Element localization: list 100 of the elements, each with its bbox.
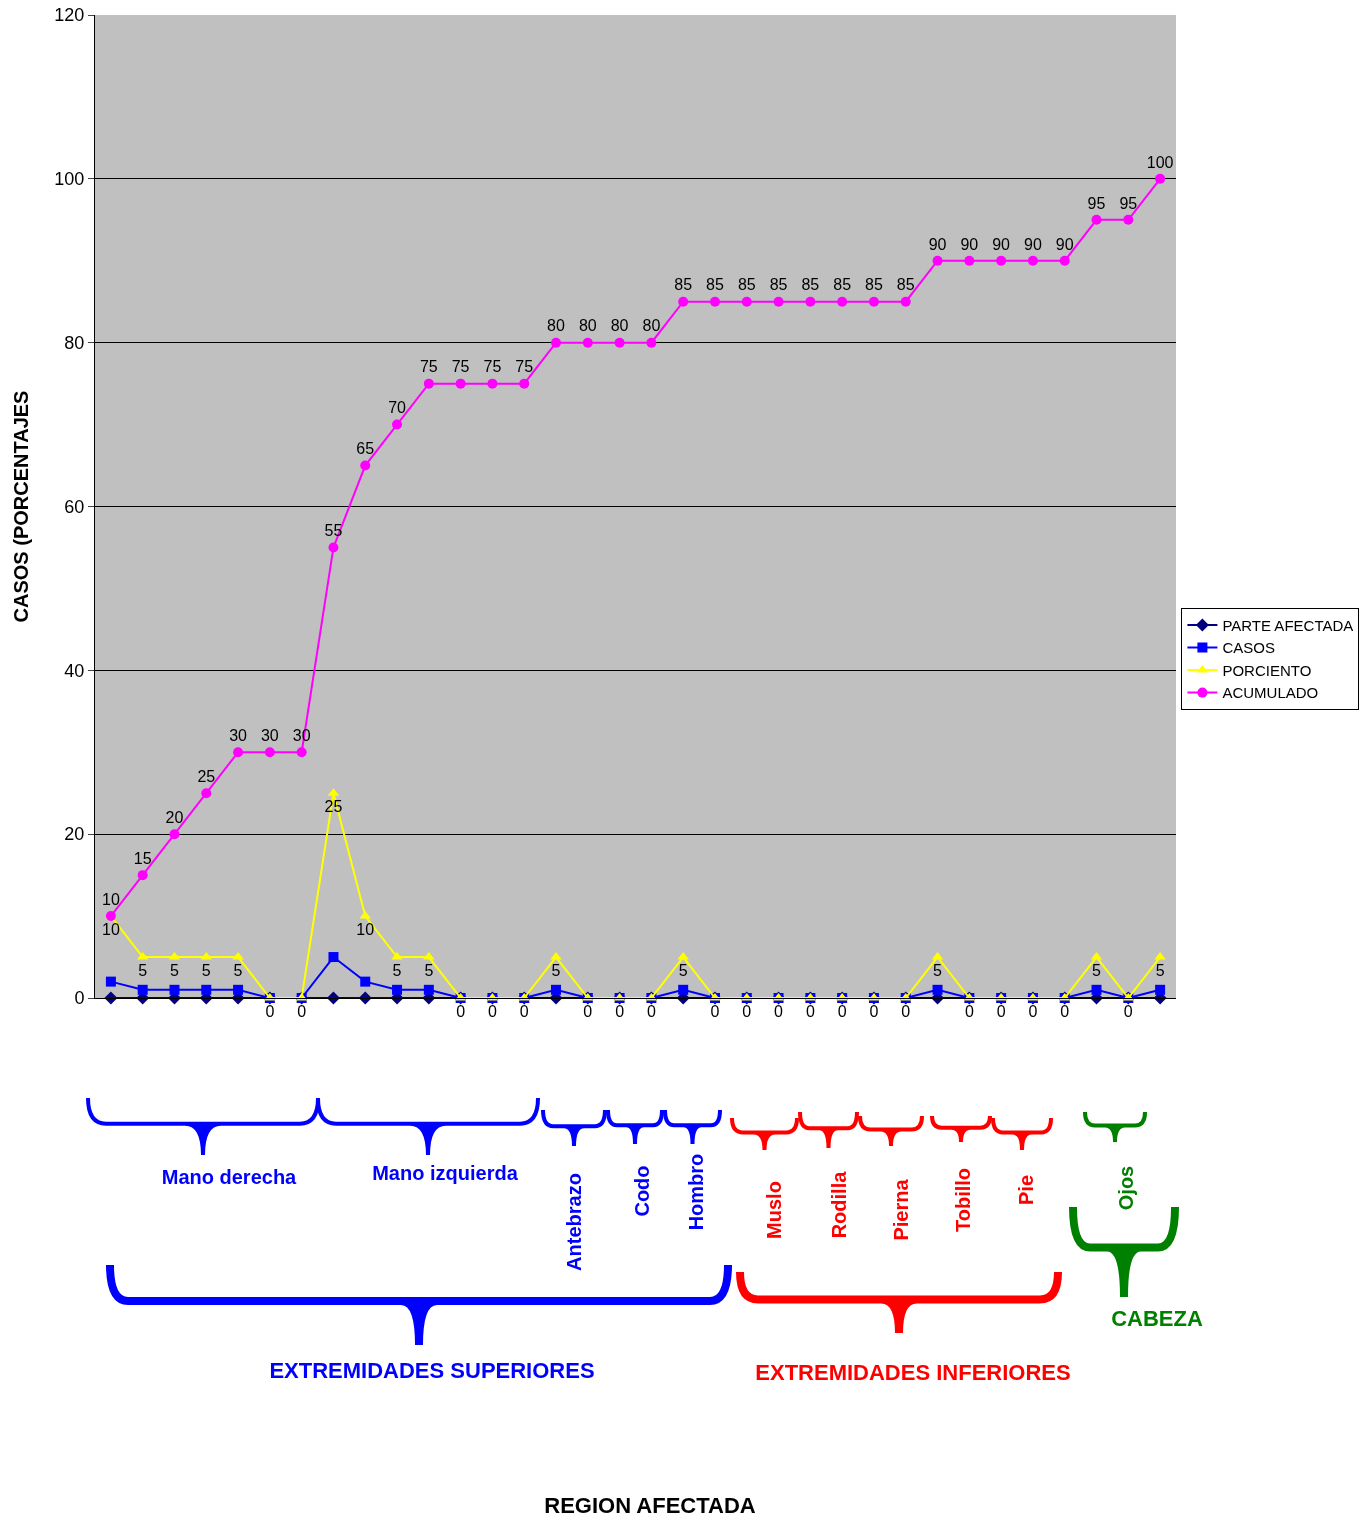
point	[932, 255, 943, 266]
legend-label: PARTE AFECTADA	[1222, 616, 1354, 634]
data-label: 90	[1024, 235, 1042, 253]
data-label: 0	[646, 1003, 656, 1021]
text: Pierna	[890, 1178, 912, 1241]
data-label: 0	[1028, 1003, 1038, 1021]
text: Mano derecha	[161, 1166, 298, 1188]
point	[1059, 255, 1070, 266]
data-label: 90	[960, 235, 979, 253]
point	[233, 747, 244, 758]
point	[1123, 214, 1134, 225]
text: Tobillo	[952, 1167, 974, 1233]
point	[646, 337, 657, 348]
data-label: 85	[833, 276, 852, 294]
data-label: 5	[138, 962, 148, 980]
y-tick-label: 20	[64, 824, 85, 845]
point	[201, 788, 212, 799]
data-label: 0	[297, 1003, 307, 1021]
data-label: 75	[451, 358, 470, 376]
data-label: 0	[805, 1003, 815, 1021]
text: EXTREMIDADES INFERIORES	[755, 1360, 1071, 1385]
text: REGION AFECTADA	[544, 1493, 756, 1518]
data-label: 25	[197, 767, 216, 785]
data-label: 85	[674, 276, 693, 294]
point	[423, 984, 434, 995]
point	[296, 747, 307, 758]
point	[1155, 173, 1166, 184]
point	[233, 984, 244, 995]
data-label: 0	[710, 1003, 720, 1021]
data-label: 5	[392, 962, 402, 980]
text: Mano izquierda	[372, 1162, 519, 1184]
data-label: 0	[774, 1003, 784, 1021]
data-label: 5	[201, 962, 211, 980]
point	[551, 984, 562, 995]
y-tick-label: 40	[64, 660, 85, 681]
data-label: 0	[265, 1003, 275, 1021]
text: Hombro	[685, 1153, 707, 1231]
data-label: 0	[1060, 1003, 1070, 1021]
point	[678, 984, 689, 995]
legend-label: ACUMULADO	[1222, 684, 1319, 702]
data-label: 90	[992, 235, 1011, 253]
data-label: 30	[229, 727, 248, 744]
point	[169, 984, 180, 995]
point	[392, 419, 403, 430]
data-label: 10	[102, 921, 120, 939]
point	[582, 337, 593, 348]
point	[455, 378, 466, 389]
data-label: 5	[1155, 962, 1165, 980]
point	[805, 296, 816, 307]
text: Codo	[631, 1165, 653, 1217]
data-label: 0	[742, 1003, 752, 1021]
data-label: 5	[170, 962, 180, 980]
text: Antebrazo	[563, 1173, 585, 1271]
point	[360, 976, 371, 987]
data-label: 85	[706, 276, 724, 294]
y-tick-label: 100	[54, 169, 85, 190]
point	[932, 984, 943, 995]
point	[1027, 255, 1038, 266]
point	[137, 984, 148, 995]
data-label: 5	[678, 962, 688, 980]
data-label: 85	[769, 276, 788, 294]
data-label: 85	[865, 276, 883, 294]
y-tick-label: 80	[64, 332, 85, 353]
data-label: 80	[578, 317, 597, 335]
point	[1091, 984, 1102, 995]
point	[519, 378, 530, 389]
data-label: 80	[642, 317, 661, 335]
data-label: 5	[233, 962, 243, 980]
text: Ojos	[1115, 1165, 1137, 1211]
data-label: 0	[456, 1003, 466, 1021]
data-label: 10	[356, 921, 375, 939]
data-label: 70	[388, 399, 407, 417]
point	[964, 255, 975, 266]
legend-label: CASOS	[1222, 639, 1275, 657]
text: CABEZA	[1111, 1306, 1203, 1331]
point	[105, 976, 116, 987]
data-label: 0	[837, 1003, 847, 1021]
point	[264, 747, 275, 758]
data-label: 90	[928, 235, 947, 253]
text: Rodilla	[828, 1170, 850, 1239]
point	[837, 296, 848, 307]
y-tick-label: 60	[64, 496, 85, 517]
text: EXTREMIDADES SUPERIORES	[269, 1358, 595, 1383]
point	[1155, 984, 1166, 995]
text: Muslo	[763, 1181, 785, 1239]
data-label: 5	[551, 962, 561, 980]
point	[328, 542, 339, 553]
data-label: 15	[133, 849, 152, 867]
data-label: 65	[356, 440, 375, 458]
data-label: 75	[515, 358, 534, 376]
point	[678, 296, 689, 307]
data-label: 10	[102, 890, 120, 908]
point	[741, 296, 752, 307]
data-label: 80	[610, 317, 629, 335]
data-label: 5	[933, 962, 943, 980]
point	[423, 378, 434, 389]
data-label: 85	[801, 276, 820, 294]
data-label: 0	[869, 1003, 879, 1021]
data-label: 30	[260, 727, 279, 744]
data-label: 5	[424, 962, 434, 980]
